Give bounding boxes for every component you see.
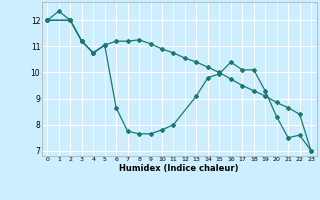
X-axis label: Humidex (Indice chaleur): Humidex (Indice chaleur): [119, 164, 239, 173]
